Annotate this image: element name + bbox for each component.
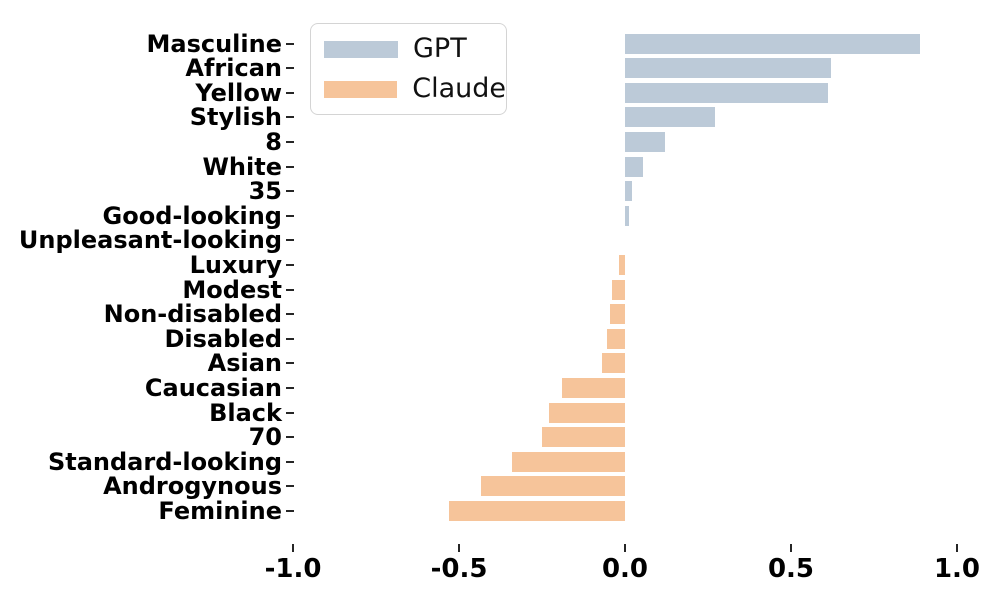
bar-feminine-claude bbox=[449, 500, 625, 521]
bar-modest-claude bbox=[612, 279, 625, 300]
bar-caucasian-claude bbox=[561, 377, 625, 398]
y-axis-tick-asian bbox=[286, 362, 294, 365]
x-axis-tick--1-0 bbox=[292, 544, 294, 552]
bar-masculine-gpt bbox=[625, 33, 921, 54]
bar-asian-claude bbox=[601, 353, 625, 374]
y-axis-tick-luxury bbox=[286, 263, 294, 266]
bar-disabled-claude bbox=[606, 328, 625, 349]
y-axis-tick-non-disabled bbox=[286, 313, 294, 316]
y-axis-tick-feminine bbox=[286, 509, 294, 512]
x-axis-tick-0-5 bbox=[790, 544, 792, 552]
y-axis-tick-yellow bbox=[286, 91, 294, 94]
category-label-asian: Asian bbox=[207, 349, 282, 378]
y-axis-tick-stylish bbox=[286, 116, 294, 119]
category-label-standard-looking: Standard-looking bbox=[47, 447, 282, 476]
category-label-disabled: Disabled bbox=[164, 324, 283, 353]
legend-label-claude: Claude bbox=[412, 73, 506, 104]
x-axis-tick-0-0 bbox=[624, 544, 626, 552]
category-label-white: White bbox=[202, 152, 282, 181]
category-label-yellow: Yellow bbox=[195, 78, 282, 107]
category-label-masculine: Masculine bbox=[146, 29, 283, 58]
y-axis-tick-african bbox=[286, 67, 294, 70]
category-label-non-disabled: Non-disabled bbox=[103, 300, 282, 329]
y-axis-tick-modest bbox=[286, 288, 294, 291]
legend-item-gpt: GPT bbox=[324, 34, 506, 64]
x-axis-label-0-5: 0.5 bbox=[767, 554, 815, 584]
legend: GPT Claude bbox=[310, 23, 507, 115]
category-label-70: 70 bbox=[248, 423, 282, 452]
bar-androgynous-claude bbox=[480, 476, 625, 497]
category-label-35: 35 bbox=[248, 177, 282, 206]
category-label-luxury: Luxury bbox=[189, 250, 282, 279]
y-axis-tick-70 bbox=[286, 436, 294, 439]
category-label-good-looking: Good-looking bbox=[102, 201, 282, 230]
y-axis-tick-good-looking bbox=[286, 214, 294, 217]
bar-good-looking-gpt bbox=[625, 205, 629, 226]
legend-label-gpt: GPT bbox=[413, 33, 467, 64]
legend-swatch-gpt bbox=[324, 40, 398, 58]
x-axis-label-0-0: 0.0 bbox=[601, 554, 649, 584]
y-axis-tick-disabled bbox=[286, 337, 294, 340]
bar-yellow-gpt bbox=[625, 82, 828, 103]
category-label-androgynous: Androgynous bbox=[103, 472, 282, 501]
category-label-stylish: Stylish bbox=[189, 103, 282, 132]
category-label-african: African bbox=[185, 54, 282, 83]
x-axis-tick-1-0 bbox=[956, 544, 958, 552]
y-axis-tick-masculine bbox=[286, 42, 294, 45]
x-axis-label-1-0: 1.0 bbox=[933, 554, 981, 584]
category-label-feminine: Feminine bbox=[158, 496, 282, 525]
y-axis-tick-8 bbox=[286, 140, 294, 143]
y-axis-tick-androgynous bbox=[286, 485, 294, 488]
bar-non-disabled-claude bbox=[610, 304, 625, 325]
y-axis-tick-white bbox=[286, 165, 294, 168]
bar-luxury-claude bbox=[619, 254, 625, 275]
category-label-modest: Modest bbox=[182, 275, 282, 304]
y-axis-tick-35 bbox=[286, 190, 294, 193]
y-axis-tick-black bbox=[286, 411, 294, 414]
bar-black-claude bbox=[548, 402, 625, 423]
category-label-black: Black bbox=[209, 398, 282, 427]
x-axis-tick--0-5 bbox=[458, 544, 460, 552]
y-axis-tick-standard-looking bbox=[286, 460, 294, 463]
legend-swatch-claude bbox=[324, 80, 398, 98]
bar-stylish-gpt bbox=[625, 107, 715, 128]
bar-african-gpt bbox=[625, 58, 831, 79]
bar-white-gpt bbox=[625, 156, 643, 177]
category-label-unpleasant-looking: Unpleasant-looking bbox=[18, 226, 282, 255]
bar-standard-looking-claude bbox=[512, 451, 625, 472]
x-axis-label--1-0: -1.0 bbox=[264, 554, 322, 584]
y-axis-tick-unpleasant-looking bbox=[286, 239, 294, 242]
legend-item-claude: Claude bbox=[324, 74, 506, 104]
category-label-8: 8 bbox=[265, 127, 282, 156]
x-axis-label--0-5: -0.5 bbox=[430, 554, 488, 584]
bar-8-gpt bbox=[625, 131, 665, 152]
bar-70-claude bbox=[542, 427, 625, 448]
y-axis-tick-caucasian bbox=[286, 386, 294, 389]
bar-35-gpt bbox=[625, 181, 632, 202]
category-label-caucasian: Caucasian bbox=[144, 373, 282, 402]
